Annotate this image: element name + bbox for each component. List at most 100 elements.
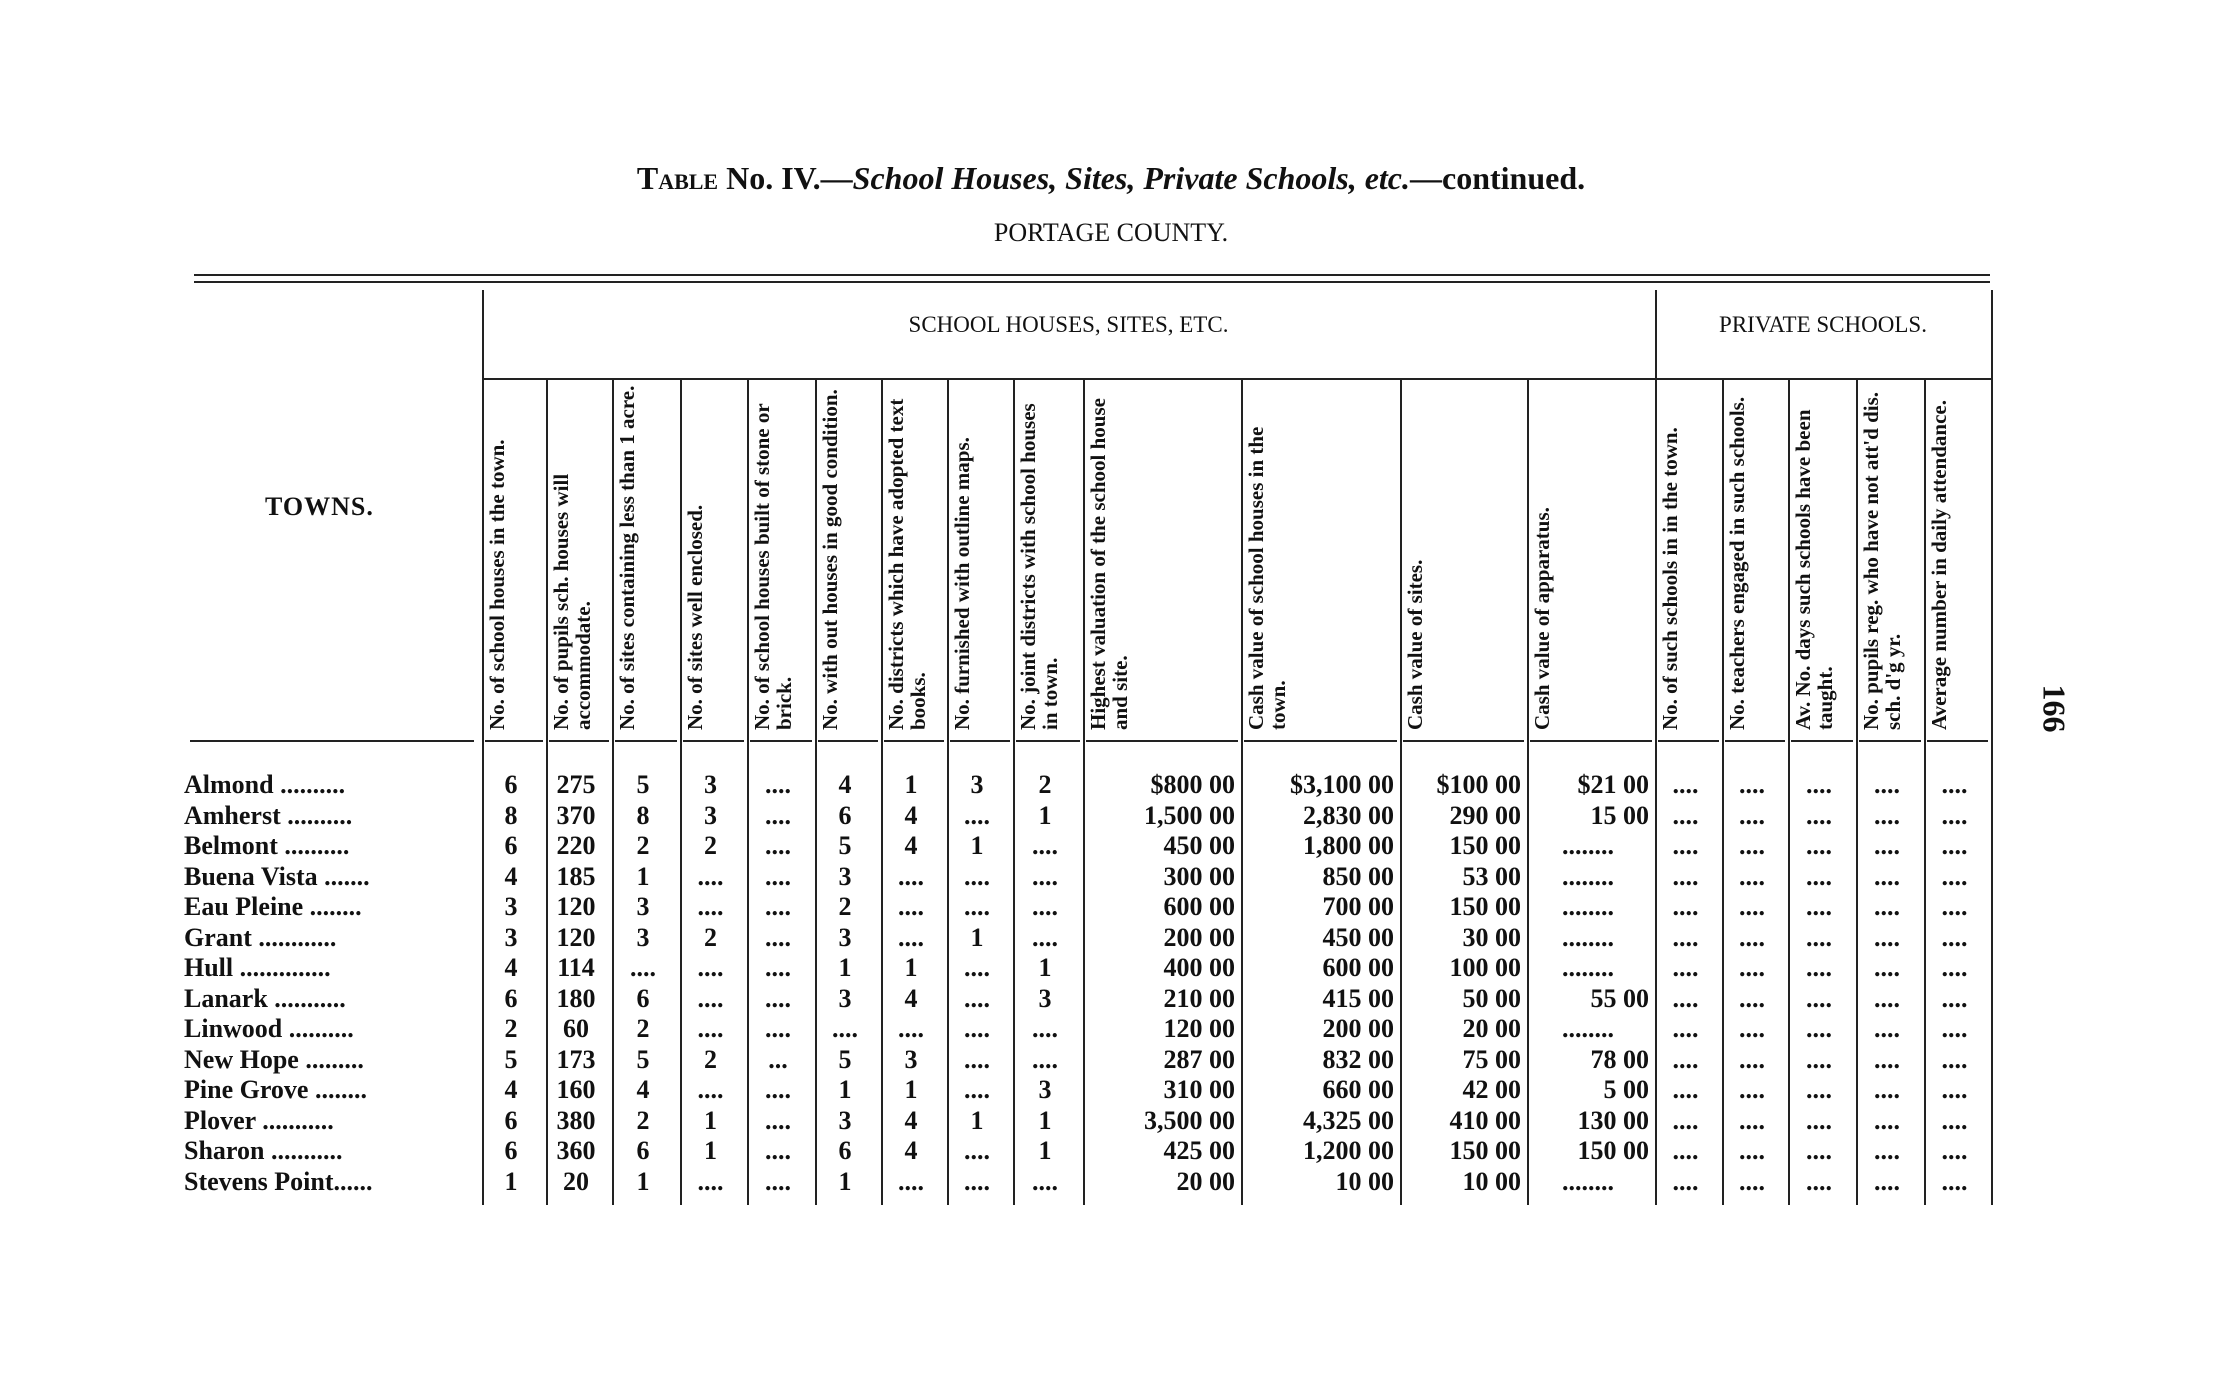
table-cell: .... [1672,1136,1699,1165]
header-underline [1016,740,1080,742]
table-cell: .... [1032,1014,1058,1043]
table-cell: .... [1941,892,1968,921]
table-cell: ........ [1562,892,1614,921]
table-cell: 1,800 00 [1303,831,1394,860]
group-divider [482,378,1991,380]
county-heading: PORTAGE COUNTY. [993,218,1229,247]
table-cell: .... [1032,1044,1058,1074]
table-cell: .... [1672,1044,1699,1074]
table-cell: .... [765,1136,791,1165]
table-cell: .... [1739,770,1765,799]
table-cell: .... [964,983,990,1013]
table-cell: 1 [1038,800,1052,830]
table-cell: 290 00 [1449,800,1522,830]
header-underline [1403,740,1524,742]
table-cell: 6 [636,983,650,1013]
table-cell: .... [697,892,724,921]
table-cell: 2 [504,1014,518,1043]
table-cell: .... [898,892,924,921]
table-cell: 3 [636,892,650,921]
table-cell: 42 00 [1462,1075,1522,1104]
table-cell: .... [1672,1075,1699,1104]
table-cell: .... [765,861,791,891]
table-cell: .... [1739,983,1765,1013]
table-cell: .... [765,770,791,799]
column-divider [1991,290,1993,1205]
table-cell: .... [1874,831,1900,860]
table-row-town: Hull .............. [184,953,331,982]
table-cell: .... [697,1014,724,1043]
table-cell: .... [765,1105,791,1135]
table-cell: 1 [636,1166,650,1196]
table-cell: .... [765,831,791,860]
table-cell: .... [1672,953,1699,982]
table-cell: 1,200 00 [1303,1136,1394,1165]
table-cell: 200 00 [1322,1014,1395,1043]
table-cell: 4 [504,861,518,891]
table-cell: 660 00 [1322,1075,1395,1104]
table-cell: .... [765,1014,791,1043]
table-cell: .... [1874,1075,1900,1104]
table-cell: 150 00 [1449,831,1522,860]
table-cell: .... [898,922,924,952]
table-cell: .... [1941,953,1968,982]
table-cell: 6 [636,1136,650,1165]
table-cell: 220 [556,831,596,860]
table-cell: .... [1806,983,1832,1013]
table-cell: 150 00 [1449,1136,1522,1165]
table-cell: .... [898,861,924,891]
table-cell: .... [964,1044,990,1074]
table-cell: .... [1806,831,1832,860]
table-cell: .... [1806,1166,1832,1196]
table-cell: .... [1672,1105,1699,1135]
table-cell: 1 [838,953,852,982]
table-cell: .... [964,953,990,982]
table-cell: 160 [556,1075,596,1104]
table-cell: 380 [556,1105,596,1135]
column-header: Cash value of school houses in the town. [1244,426,1290,730]
table-cell: 4 [904,831,918,860]
table-cell: 120 [556,892,596,921]
table-cell: 3 [838,922,852,952]
table-cell: 3 [838,983,852,1013]
table-cell: 6 [838,800,852,830]
table-cell: .... [1672,922,1699,952]
table-cell: 5 [838,1044,852,1074]
header-underline [1086,740,1238,742]
group-school-houses: SCHOOL HOUSES, SITES, ETC. [908,312,1229,337]
table-cell: 2 [636,831,650,860]
table-cell: 1 [1038,1136,1052,1165]
table-cell: .... [1739,892,1765,921]
table-cell: 173 [556,1044,596,1074]
table-cell: .... [1739,1014,1765,1043]
table-cell: 3,500 00 [1144,1105,1235,1135]
table-cell: 130 00 [1577,1105,1650,1135]
table-cell: 4 [904,800,918,830]
table-cell: 114 [557,953,595,982]
table-cell: 1 [970,922,984,952]
table-cell: .... [1806,1014,1832,1043]
table-cell: .... [1032,831,1058,860]
table-cell: 6 [504,1105,518,1135]
table-cell: 310 00 [1163,1075,1236,1104]
column-divider [1083,378,1085,1205]
table-cell: .... [1941,861,1968,891]
table-row-town: Plover ........... [184,1105,334,1135]
table-cell: 8 [636,800,650,830]
table-cell: ........ [1562,831,1614,860]
table-cell: 1,500 00 [1144,800,1235,830]
column-header: No. districts which have adopted text bo… [884,398,930,730]
table-cell: .... [1672,800,1699,830]
table-cell: 6 [504,1136,518,1165]
table-cell: 55 00 [1590,983,1650,1013]
table-cell: 1 [838,1166,852,1196]
table-cell: .... [1672,1166,1699,1196]
table-cell: .... [1806,800,1832,830]
table-cell: ........ [1562,1014,1614,1043]
table-cell: 4 [636,1075,650,1104]
column-header: No. of school houses in the town. [485,439,509,730]
column-divider [747,378,749,1205]
table-cell: 5 [636,770,650,799]
table-cell: .... [1806,861,1832,891]
header-underline [750,740,812,742]
